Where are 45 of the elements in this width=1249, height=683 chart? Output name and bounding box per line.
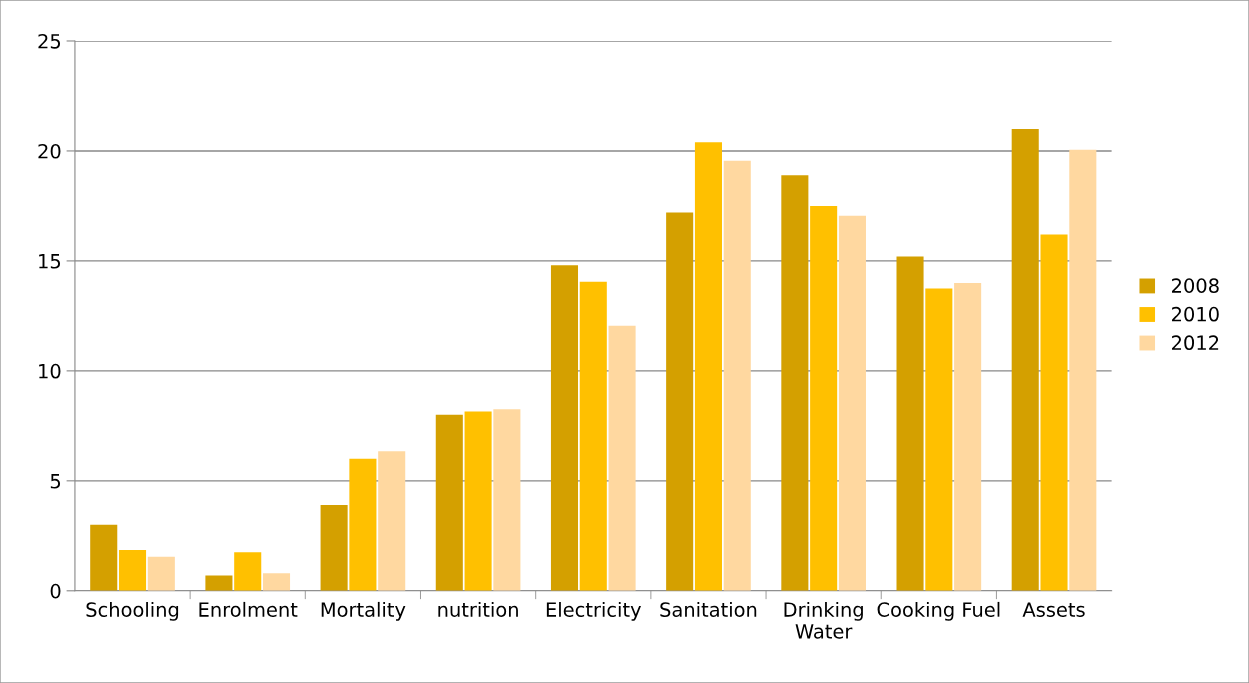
x-tick-label: nutrition [438,601,518,617]
bar [464,411,492,591]
x-tick-label: Mortality [321,601,406,621]
x-tick-label: Electricity [546,601,641,621]
bar [954,282,982,591]
legend-label: 2012 [1172,335,1219,351]
bar [550,265,579,591]
x-tick-label: Schooling [86,601,179,621]
bar [493,409,521,591]
x-tick-label: Drinking Water [784,601,863,639]
bar [666,212,694,591]
x-tick-label: Enrolment [199,601,298,617]
bar [694,142,722,591]
y-tick-label: 0 [50,583,61,599]
bar [579,281,607,591]
x-tick-label: Assets [1022,602,1085,617]
x-tick-label: Sanitation [660,601,757,617]
bar [90,524,118,591]
bar [234,552,262,591]
bar [119,550,147,591]
legend-label: 2008 [1172,278,1219,293]
bar [1040,234,1068,591]
legend-label: 2010 [1172,306,1219,322]
x-tick-label: Cooking Fuel [877,601,1000,621]
bar [1011,128,1039,591]
bar [608,325,636,591]
y-tick-label: 10 [39,363,61,379]
bar [262,573,291,591]
y-tick-label: 15 [39,254,61,269]
bar [925,288,953,591]
bar [378,451,406,591]
y-tick-label: 25 [38,33,61,49]
bar [435,414,463,591]
bar [205,575,233,591]
bar [810,205,838,591]
bar [1069,149,1097,591]
bar [838,215,866,591]
bar [723,160,751,591]
bar [147,556,175,591]
bar [320,505,348,591]
bar [781,175,809,591]
y-tick-label: 5 [50,474,61,489]
bar [349,458,377,591]
y-tick-label: 20 [38,143,61,159]
bar [896,256,924,591]
